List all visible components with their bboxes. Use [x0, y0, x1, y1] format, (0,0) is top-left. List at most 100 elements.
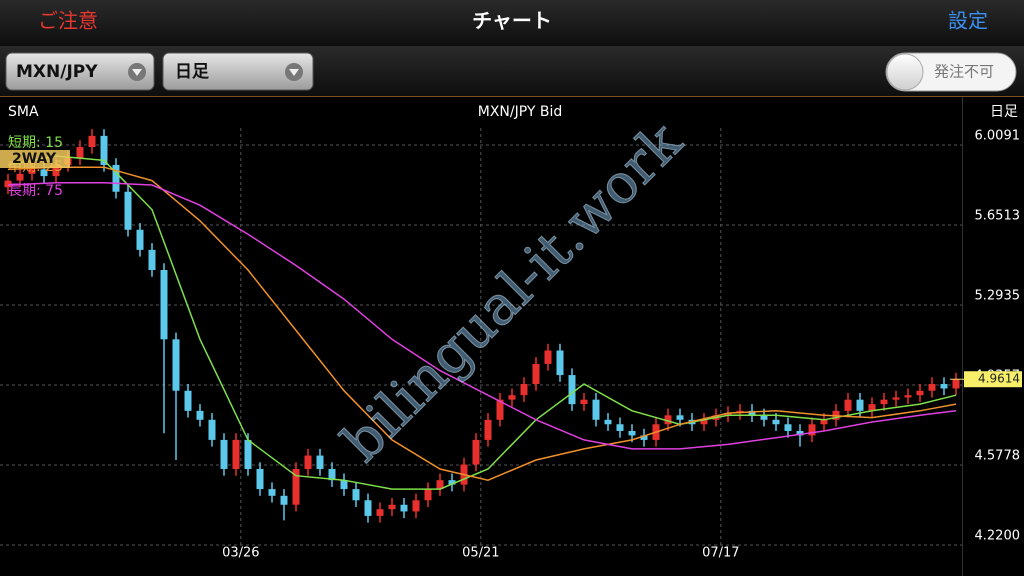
candle-body [256, 468, 264, 490]
candle-body [424, 489, 432, 501]
chart-title: MXN/JPY Bid [478, 104, 563, 120]
candle-body [772, 419, 780, 425]
candle-body [172, 339, 180, 391]
candle-body [784, 424, 792, 431]
candle-body [844, 399, 852, 411]
candle-body [856, 399, 864, 411]
candle-body [364, 500, 372, 516]
candle-body [508, 395, 516, 400]
x-tick-label: 05/21 [462, 546, 499, 561]
candle-body [580, 399, 588, 405]
candle-body [412, 500, 420, 512]
y-tick-label: 4.2200 [975, 528, 1021, 543]
candle-body [244, 439, 252, 469]
dropdown-label: 日足 [175, 62, 209, 82]
candle-body [700, 419, 708, 425]
period-dropdown[interactable]: 日足 [162, 52, 314, 91]
candle-body [292, 468, 300, 505]
candle-body [952, 379, 960, 389]
badge-box [0, 150, 70, 168]
candle-body [148, 249, 156, 270]
dropdown-box [5, 52, 155, 91]
candle-body [520, 384, 528, 396]
badge-label: 2WAY [12, 151, 57, 167]
sma-line [7, 155, 957, 490]
candle-body [304, 455, 312, 469]
period-label: 日足 [990, 104, 1018, 120]
settings-button[interactable]: 設定 [948, 9, 988, 33]
candle-body [676, 415, 684, 420]
candle-body [340, 480, 348, 490]
candle-body [880, 399, 888, 405]
candle-body [316, 455, 324, 469]
x-tick-label: 03/26 [222, 546, 259, 561]
candle-body [724, 413, 732, 416]
candle-body [868, 404, 876, 411]
candle-body [76, 147, 84, 159]
candle-body [16, 173, 24, 181]
candle-body [124, 191, 132, 230]
toggle-label: 発注不可 [934, 63, 994, 81]
y-tick-label: 5.6513 [975, 208, 1021, 223]
candle-body [604, 419, 612, 425]
candle-body [556, 350, 564, 376]
page-title: チャート [472, 9, 552, 33]
candle-body [916, 390, 924, 396]
candle-body [196, 410, 204, 420]
sma-line [7, 166, 957, 481]
notice-button[interactable]: ご注意 [38, 9, 98, 33]
candle-body [268, 489, 276, 496]
candle-body [28, 169, 36, 174]
legend-entry: 短期: 15 [8, 135, 63, 151]
order-toggle[interactable]: 発注不可 [885, 52, 1017, 92]
candle-body [40, 169, 48, 177]
candle-body [88, 135, 96, 148]
x-tick-label: 07/17 [702, 546, 739, 561]
candle-body [280, 495, 288, 505]
dropdown-arrow [289, 69, 299, 76]
candle-body [796, 430, 804, 436]
candle-body [352, 489, 360, 501]
candle-body [184, 390, 192, 411]
candle-body [472, 439, 480, 465]
candle-body [628, 430, 636, 436]
candle-body [436, 480, 444, 490]
candle-body [640, 435, 648, 440]
candle-body [616, 424, 624, 431]
y-tick-label: 4.5778 [975, 448, 1021, 463]
chart-area [0, 96, 1024, 576]
candle-body [532, 363, 540, 385]
candle-body [496, 399, 504, 420]
y-tick-label: 5.2935 [975, 288, 1021, 303]
sma-line [7, 182, 957, 450]
candle-body [136, 229, 144, 250]
candle-body [820, 419, 828, 425]
candle-body [376, 509, 384, 516]
indicator-label: SMA [8, 104, 39, 120]
candle-body [232, 439, 240, 469]
candle-body [52, 164, 60, 177]
candle-body [568, 375, 576, 405]
symbol-dropdown[interactable]: MXN/JPY [5, 52, 155, 91]
candle-body [484, 419, 492, 440]
legend-entry: 長期: 75 [8, 183, 63, 199]
nav-bar [0, 0, 1024, 46]
candle-body [544, 350, 552, 364]
candle-body [664, 415, 672, 425]
candle-body [760, 415, 768, 420]
last-price-label: 4.9614 [978, 372, 1020, 386]
candle-body [160, 269, 168, 340]
candle-body [892, 397, 900, 400]
candle-body [4, 180, 12, 188]
toggle-knob [886, 53, 924, 91]
candle-body [940, 384, 948, 389]
candle-body [448, 480, 456, 485]
dropdown-arrow [132, 69, 142, 76]
y-tick-label: 6.0091 [975, 129, 1021, 144]
candle-body [748, 410, 756, 416]
candle-body [220, 439, 228, 469]
candle-body [328, 468, 336, 481]
last-price-box [964, 371, 1022, 388]
dropdown-box [162, 52, 314, 91]
